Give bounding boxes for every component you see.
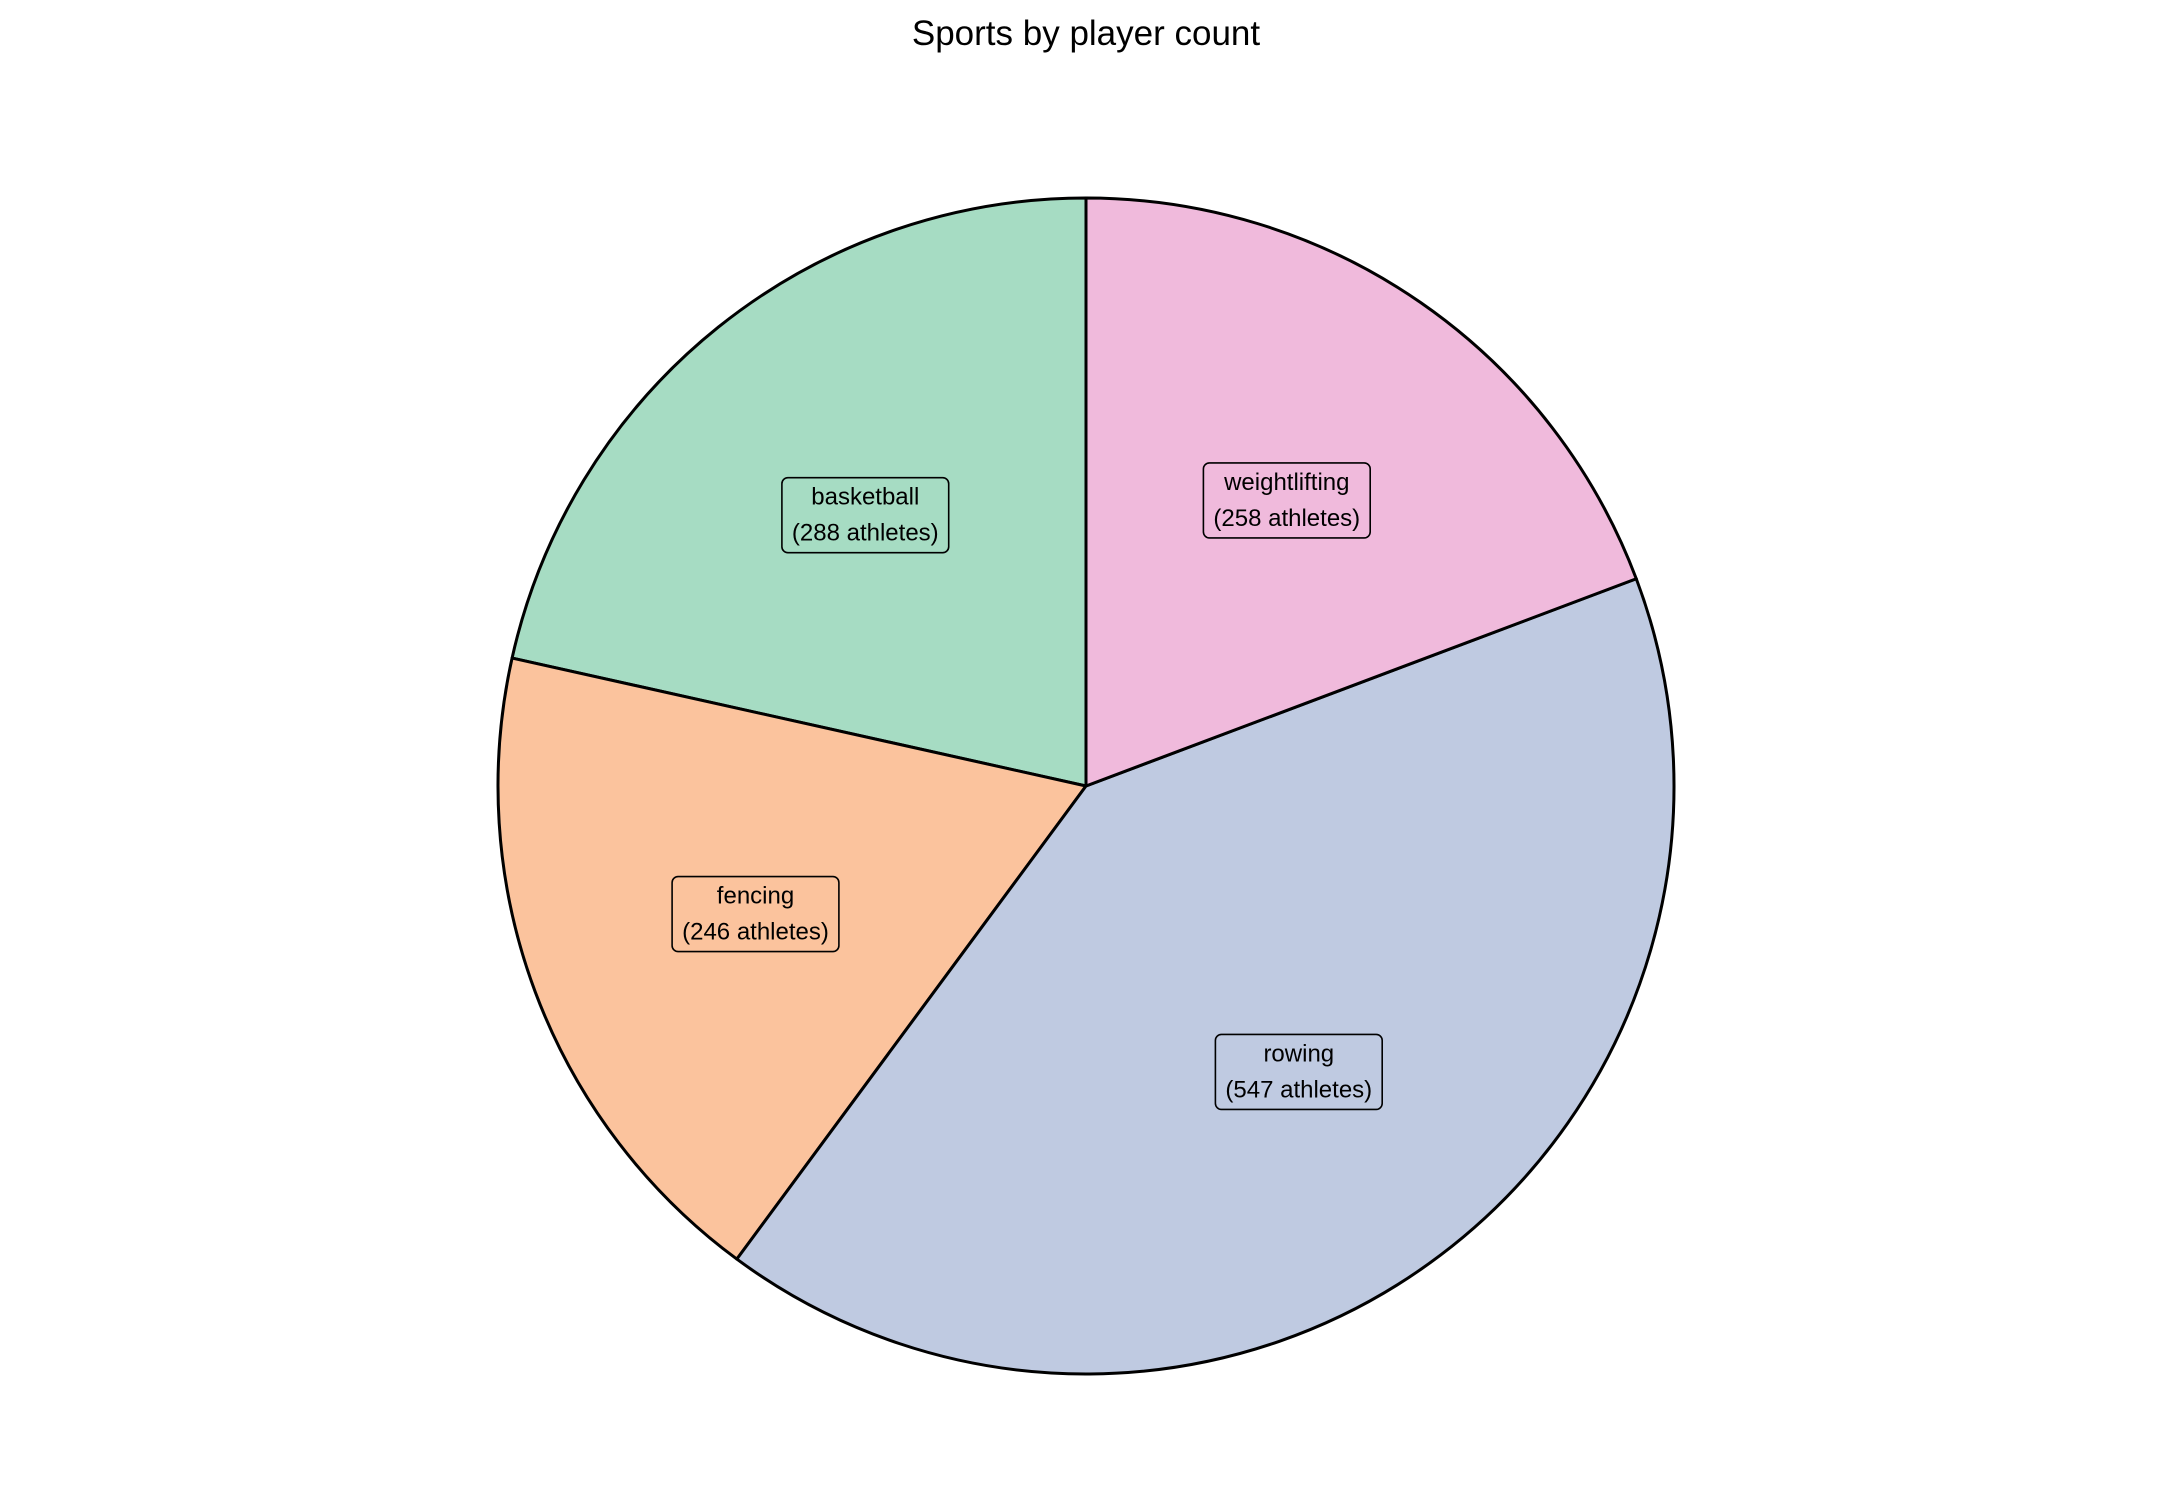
pie-label-value: (288 athletes) bbox=[792, 520, 939, 547]
pie-labels: basketball (288 athletes) fencing (246 athl… bbox=[671, 462, 1384, 1111]
pie-label-name: basketball bbox=[811, 484, 919, 511]
pie-slice-weightlifting bbox=[1084, 196, 1638, 788]
pie-slice-fencing bbox=[496, 656, 1088, 1261]
pie-label-value: (547 athletes) bbox=[1225, 1076, 1372, 1103]
pie-slice-basketball bbox=[510, 196, 1088, 788]
pie-label-name: weightlifting bbox=[1223, 469, 1349, 496]
pie-label-name: fencing bbox=[717, 883, 794, 910]
pie-label-rowing: rowing (547 athletes) bbox=[1214, 1033, 1384, 1111]
pie-label-box bbox=[1214, 1033, 1384, 1111]
pie-label-box bbox=[671, 875, 840, 953]
pie-slice-rowing bbox=[735, 577, 1676, 1376]
pie-label-fencing: fencing (246 athletes) bbox=[671, 875, 840, 953]
pie-label-box bbox=[1202, 462, 1372, 539]
chart-title: Sports by player count bbox=[912, 14, 1261, 53]
pie-slices bbox=[496, 196, 1676, 1376]
pie-label-value: (258 athletes) bbox=[1213, 505, 1360, 532]
pie-label-name: rowing bbox=[1263, 1040, 1334, 1067]
pie-label-box bbox=[781, 476, 950, 554]
pie-label-weightlifting: weightlifting (258 athletes) bbox=[1202, 462, 1372, 539]
pie-label-value: (246 athletes) bbox=[682, 919, 829, 946]
pie-label-basketball: basketball (288 athletes) bbox=[781, 476, 950, 554]
